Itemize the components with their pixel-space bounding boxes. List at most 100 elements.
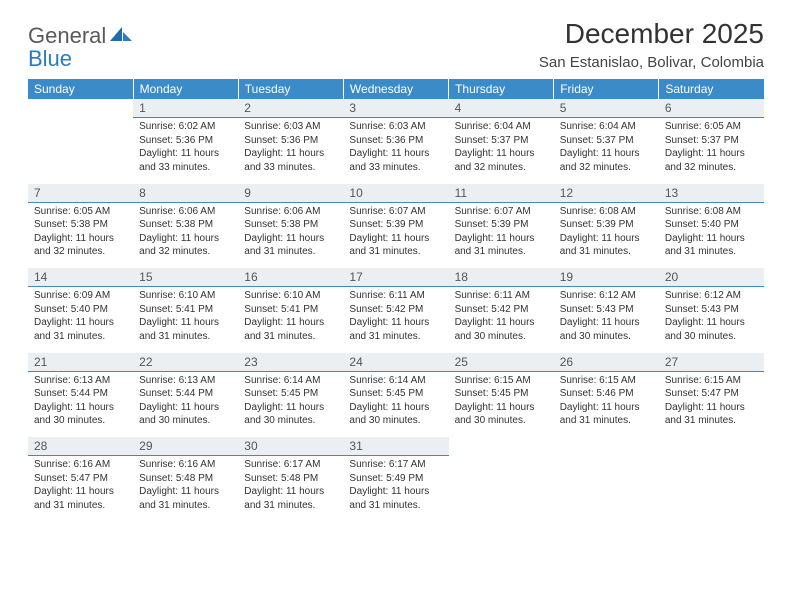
day2-text: and 31 minutes. <box>244 499 337 513</box>
day2-text: and 31 minutes. <box>34 330 127 344</box>
day-number-cell: 13 <box>659 184 764 203</box>
day1-text: Daylight: 11 hours <box>349 401 442 415</box>
day-number-cell: 4 <box>449 99 554 118</box>
sunrise-text: Sunrise: 6:08 AM <box>560 205 653 219</box>
sunrise-text: Sunrise: 6:16 AM <box>139 458 232 472</box>
logo: General Blue <box>28 24 132 70</box>
day2-text: and 30 minutes. <box>560 330 653 344</box>
day2-text: and 31 minutes. <box>665 245 758 259</box>
sunset-text: Sunset: 5:40 PM <box>665 218 758 232</box>
day2-text: and 30 minutes. <box>349 414 442 428</box>
daynum-row: 14151617181920 <box>28 268 764 287</box>
day2-text: and 32 minutes. <box>560 161 653 175</box>
day1-text: Daylight: 11 hours <box>349 316 442 330</box>
day-number-cell: 7 <box>28 184 133 203</box>
sunrise-text: Sunrise: 6:12 AM <box>665 289 758 303</box>
weekday-col: Sunday <box>28 79 133 99</box>
calendar-table: Sunday Monday Tuesday Wednesday Thursday… <box>28 79 764 522</box>
day-number-cell: 11 <box>449 184 554 203</box>
logo-sail-icon <box>110 24 132 47</box>
sunset-text: Sunset: 5:45 PM <box>349 387 442 401</box>
sunrise-text: Sunrise: 6:06 AM <box>244 205 337 219</box>
day2-text: and 31 minutes. <box>349 245 442 259</box>
weekday-col: Monday <box>133 79 238 99</box>
day2-text: and 30 minutes. <box>665 330 758 344</box>
day-content-cell: Sunrise: 6:13 AMSunset: 5:44 PMDaylight:… <box>28 371 133 437</box>
weekday-col: Friday <box>554 79 659 99</box>
weekday-col: Tuesday <box>238 79 343 99</box>
sunset-text: Sunset: 5:48 PM <box>244 472 337 486</box>
day-content-cell: Sunrise: 6:12 AMSunset: 5:43 PMDaylight:… <box>554 287 659 353</box>
day1-text: Daylight: 11 hours <box>665 316 758 330</box>
sunrise-text: Sunrise: 6:17 AM <box>244 458 337 472</box>
weekday-col: Thursday <box>449 79 554 99</box>
sunrise-text: Sunrise: 6:11 AM <box>349 289 442 303</box>
day1-text: Daylight: 11 hours <box>560 147 653 161</box>
day-content-cell: Sunrise: 6:07 AMSunset: 5:39 PMDaylight:… <box>343 202 448 268</box>
day2-text: and 30 minutes. <box>244 414 337 428</box>
sunrise-text: Sunrise: 6:10 AM <box>244 289 337 303</box>
day1-text: Daylight: 11 hours <box>349 232 442 246</box>
day2-text: and 31 minutes. <box>455 245 548 259</box>
day-content-cell: Sunrise: 6:14 AMSunset: 5:45 PMDaylight:… <box>343 371 448 437</box>
sunrise-text: Sunrise: 6:03 AM <box>349 120 442 134</box>
sunset-text: Sunset: 5:41 PM <box>244 303 337 317</box>
day-number-cell: 26 <box>554 353 659 372</box>
day1-text: Daylight: 11 hours <box>455 401 548 415</box>
day1-text: Daylight: 11 hours <box>139 147 232 161</box>
sunset-text: Sunset: 5:43 PM <box>560 303 653 317</box>
day2-text: and 30 minutes. <box>455 414 548 428</box>
day1-text: Daylight: 11 hours <box>560 401 653 415</box>
month-title: December 2025 <box>539 18 764 50</box>
day-number-cell: 2 <box>238 99 343 118</box>
sunset-text: Sunset: 5:47 PM <box>34 472 127 486</box>
day1-text: Daylight: 11 hours <box>34 485 127 499</box>
sunset-text: Sunset: 5:47 PM <box>665 387 758 401</box>
sunset-text: Sunset: 5:37 PM <box>560 134 653 148</box>
day-number-cell: 14 <box>28 268 133 287</box>
sunrise-text: Sunrise: 6:14 AM <box>244 374 337 388</box>
sunset-text: Sunset: 5:39 PM <box>455 218 548 232</box>
sunrise-text: Sunrise: 6:02 AM <box>139 120 232 134</box>
sunrise-text: Sunrise: 6:13 AM <box>34 374 127 388</box>
sunrise-text: Sunrise: 6:08 AM <box>665 205 758 219</box>
day2-text: and 31 minutes. <box>665 414 758 428</box>
day-content-cell: Sunrise: 6:02 AMSunset: 5:36 PMDaylight:… <box>133 118 238 184</box>
day1-text: Daylight: 11 hours <box>349 147 442 161</box>
day2-text: and 30 minutes. <box>34 414 127 428</box>
day-content-cell: Sunrise: 6:07 AMSunset: 5:39 PMDaylight:… <box>449 202 554 268</box>
day2-text: and 31 minutes. <box>139 330 232 344</box>
sunset-text: Sunset: 5:46 PM <box>560 387 653 401</box>
day1-text: Daylight: 11 hours <box>244 401 337 415</box>
day-number-cell: 30 <box>238 437 343 456</box>
day-number-cell: 20 <box>659 268 764 287</box>
day1-text: Daylight: 11 hours <box>560 316 653 330</box>
sunset-text: Sunset: 5:48 PM <box>139 472 232 486</box>
sunset-text: Sunset: 5:39 PM <box>349 218 442 232</box>
sunset-text: Sunset: 5:38 PM <box>34 218 127 232</box>
day2-text: and 32 minutes. <box>455 161 548 175</box>
sunrise-text: Sunrise: 6:16 AM <box>34 458 127 472</box>
day2-text: and 33 minutes. <box>139 161 232 175</box>
daynum-row: 21222324252627 <box>28 353 764 372</box>
sunset-text: Sunset: 5:44 PM <box>139 387 232 401</box>
sunrise-text: Sunrise: 6:10 AM <box>139 289 232 303</box>
day-number-cell: 1 <box>133 99 238 118</box>
day-content-cell: Sunrise: 6:04 AMSunset: 5:37 PMDaylight:… <box>554 118 659 184</box>
sunrise-text: Sunrise: 6:15 AM <box>560 374 653 388</box>
sunset-text: Sunset: 5:42 PM <box>455 303 548 317</box>
title-block: December 2025 San Estanislao, Bolivar, C… <box>539 18 764 71</box>
sunrise-text: Sunrise: 6:13 AM <box>139 374 232 388</box>
content-row: Sunrise: 6:16 AMSunset: 5:47 PMDaylight:… <box>28 456 764 522</box>
day-number-cell: 29 <box>133 437 238 456</box>
day2-text: and 33 minutes. <box>244 161 337 175</box>
day1-text: Daylight: 11 hours <box>665 401 758 415</box>
sunrise-text: Sunrise: 6:05 AM <box>665 120 758 134</box>
day-content-cell: Sunrise: 6:11 AMSunset: 5:42 PMDaylight:… <box>449 287 554 353</box>
day-number-cell: 24 <box>343 353 448 372</box>
day2-text: and 32 minutes. <box>139 245 232 259</box>
content-row: Sunrise: 6:05 AMSunset: 5:38 PMDaylight:… <box>28 202 764 268</box>
day1-text: Daylight: 11 hours <box>34 232 127 246</box>
logo-text: General Blue <box>28 24 132 70</box>
day-content-cell: Sunrise: 6:05 AMSunset: 5:38 PMDaylight:… <box>28 202 133 268</box>
